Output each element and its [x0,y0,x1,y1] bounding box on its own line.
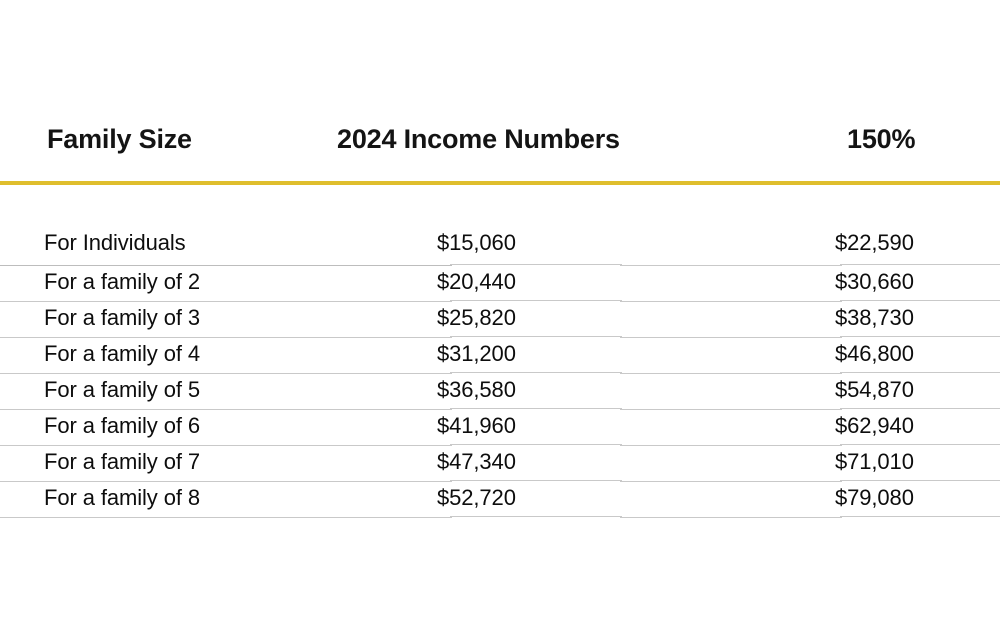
cell-family-size: For a family of 8 [44,485,201,510]
row-divider-segment [620,481,842,482]
row-divider-segment [620,445,842,446]
row-divider-segment [0,445,452,446]
cell-percent: $79,080 [835,485,914,510]
cell-percent: $30,660 [835,269,914,294]
row-divider-segment [0,409,452,410]
row-divider-segment [450,372,622,373]
row-divider-segment [0,481,452,482]
cell-income: $36,580 [437,377,516,402]
table-row: For a family of 2 $20,440 $30,660 [0,266,1000,302]
row-divider-segment [840,480,1000,481]
row-divider-segment [620,337,842,338]
row-divider-segment [840,264,1000,265]
table-row: For a family of 5 $36,580 $54,870 [0,374,1000,410]
row-divider-segment [840,372,1000,373]
header-divider-rule [0,181,1000,185]
table-row: For a family of 3 $25,820 $38,730 [0,302,1000,338]
row-divider-segment [620,301,842,302]
cell-income: $31,200 [437,341,516,366]
cell-family-size: For a family of 2 [44,269,201,294]
column-header-income: 2024 Income Numbers [337,124,620,154]
cell-family-size: For Individuals [44,230,186,255]
row-divider-segment [450,480,622,481]
row-divider-segment [0,337,452,338]
table-header-row: Family Size 2024 Income Numbers 150% [0,114,1000,170]
row-divider-segment [0,373,452,374]
row-divider-segment [840,336,1000,337]
row-divider-segment [0,265,452,266]
cell-percent: $62,940 [835,413,914,438]
row-divider-segment [620,265,842,266]
table-row: For a family of 6 $41,960 $62,940 [0,410,1000,446]
cell-family-size: For a family of 5 [44,377,201,402]
cell-income: $41,960 [437,413,516,438]
table-row: For a family of 8 $52,720 $79,080 [0,482,1000,518]
cell-percent: $22,590 [835,230,914,255]
table-row: For Individuals $15,060 $22,590 [0,222,1000,266]
row-divider-segment [0,517,452,518]
row-divider-segment [840,408,1000,409]
row-divider-segment [450,444,622,445]
cell-family-size: For a family of 3 [44,305,201,330]
cell-family-size: For a family of 7 [44,449,201,474]
row-divider-segment [620,373,842,374]
table-body: For Individuals $15,060 $22,590 For a fa… [0,222,1000,518]
row-divider-segment [450,300,622,301]
cell-income: $25,820 [437,305,516,330]
cell-family-size: For a family of 4 [44,341,201,366]
table-row: For a family of 7 $47,340 $71,010 [0,446,1000,482]
table-row: For a family of 4 $31,200 $46,800 [0,338,1000,374]
row-divider-segment [0,301,452,302]
row-divider-segment [450,516,622,517]
column-header-family-size: Family Size [47,124,192,154]
cell-income: $15,060 [437,230,516,255]
row-divider-segment [840,516,1000,517]
column-header-percent: 150% [847,124,916,154]
cell-percent: $71,010 [835,449,914,474]
cell-percent: $46,800 [835,341,914,366]
row-divider-segment [840,300,1000,301]
row-divider-segment [450,408,622,409]
cell-family-size: For a family of 6 [44,413,201,438]
cell-income: $47,340 [437,449,516,474]
cell-percent: $38,730 [835,305,914,330]
row-divider-segment [450,336,622,337]
cell-income: $52,720 [437,485,516,510]
cell-income: $20,440 [437,269,516,294]
row-divider-segment [620,409,842,410]
row-divider-segment [450,264,622,265]
row-divider-segment [840,444,1000,445]
cell-percent: $54,870 [835,377,914,402]
row-divider-segment [620,517,842,518]
